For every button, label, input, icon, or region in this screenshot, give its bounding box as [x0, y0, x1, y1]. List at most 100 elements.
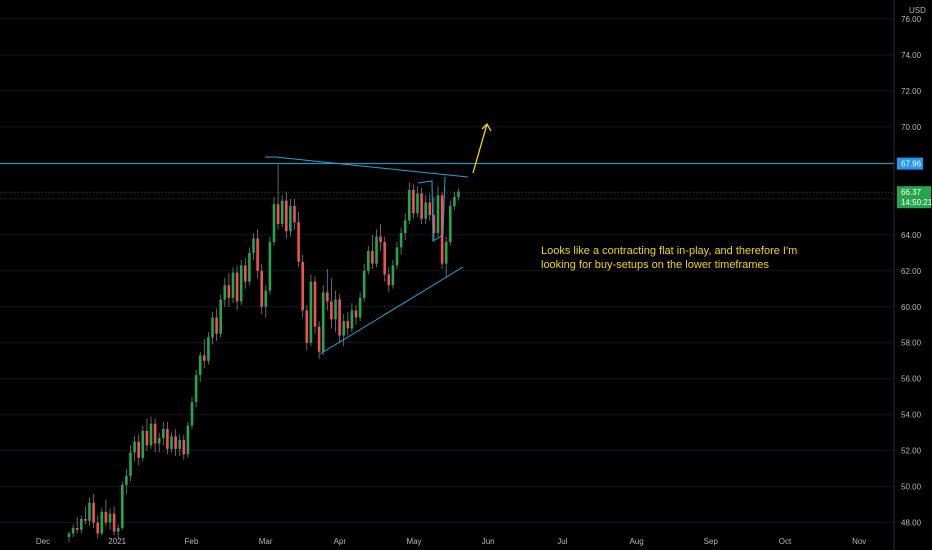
price-tick-label: 58.00 [901, 339, 922, 348]
price-tick-label: 50.00 [901, 483, 922, 492]
candle [244, 258, 247, 289]
candle-body [157, 438, 161, 444]
time-tick-label: Feb [185, 537, 199, 546]
candle [166, 421, 169, 455]
candle-body [367, 251, 370, 271]
candle [75, 517, 79, 534]
price-tick-label: 52.00 [901, 447, 922, 456]
candle-body [84, 519, 87, 521]
candle-body [203, 355, 206, 361]
candle [440, 191, 444, 270]
candle [338, 294, 341, 343]
candle [313, 276, 317, 334]
candle [137, 434, 140, 466]
candle-body [100, 511, 104, 534]
candle-body [80, 519, 83, 530]
candle-body [149, 423, 153, 446]
candle-body [408, 189, 411, 221]
triangle-drawing[interactable] [265, 156, 469, 355]
candle [280, 195, 284, 228]
price-tick-label: 74.00 [901, 51, 922, 60]
candle [67, 531, 71, 543]
candle [387, 267, 391, 293]
candle [428, 193, 432, 221]
candle-body [231, 272, 235, 298]
candle-body [453, 197, 456, 207]
candle-body [215, 317, 218, 334]
candle [100, 508, 104, 536]
candle [149, 416, 153, 449]
level-price-badge: 67.96 [897, 157, 923, 170]
candle-body [75, 528, 79, 530]
candle-body [432, 215, 436, 234]
candle [293, 198, 296, 230]
candle [121, 481, 124, 530]
candle-body [137, 441, 140, 458]
candle [362, 263, 366, 302]
candle-body [338, 299, 341, 336]
candle [162, 421, 165, 446]
candle [330, 277, 333, 329]
candle [125, 468, 128, 494]
candle [453, 191, 456, 210]
time-tick-label: Oct [779, 537, 792, 546]
arrow-shaft [472, 123, 488, 174]
candle-body [125, 475, 128, 485]
triangle-lower-line [319, 266, 464, 355]
time-axis[interactable]: Dec 2021 Feb Mar Apr May Jun Jul Aug Sep Oct Nov [36, 537, 866, 546]
candle [395, 242, 399, 270]
candle-body [346, 321, 350, 329]
candle-body [182, 439, 186, 455]
candle-body [248, 252, 251, 282]
candle-body [285, 200, 288, 232]
price-axis[interactable]: 48.00 50.00 52.00 54.00 56.00 58.00 60.00 62.00… [901, 15, 922, 528]
candle-body [313, 281, 317, 327]
triangle-upper-line [265, 156, 469, 178]
candle-body [289, 206, 292, 232]
candle [424, 195, 427, 225]
candle [219, 294, 222, 338]
candle-body [330, 301, 333, 320]
candle-body [416, 193, 419, 214]
candle [383, 236, 386, 282]
candle-body [317, 326, 321, 352]
candle-body [88, 502, 91, 521]
candle-body [239, 265, 243, 302]
candle [305, 304, 309, 350]
candle [408, 182, 411, 225]
level-badge-bg [897, 157, 923, 170]
candle [301, 254, 304, 318]
candle [182, 434, 186, 460]
candle [268, 236, 272, 295]
triangle-wave-path [417, 176, 446, 242]
time-tick-label: Mar [259, 537, 273, 546]
price-tick-label: 54.00 [901, 411, 922, 420]
candle [354, 304, 358, 325]
candle-body [375, 236, 378, 264]
candle-body [399, 233, 403, 248]
candle [367, 245, 370, 275]
candle [375, 229, 378, 268]
candle [80, 515, 83, 534]
price-tick-label: 64.00 [901, 231, 922, 240]
candle-body [129, 452, 132, 476]
candle-body [428, 202, 432, 216]
candle [379, 224, 382, 252]
candle [317, 321, 321, 359]
projection-arrow[interactable] [472, 122, 492, 174]
candle [248, 247, 251, 286]
candle-body [395, 247, 399, 266]
candle [350, 303, 354, 332]
price-tick-label: 76.00 [901, 15, 922, 24]
candle-body [391, 265, 395, 286]
time-tick-label: 2021 [108, 537, 126, 546]
time-tick-label: Jun [482, 537, 495, 546]
candle [391, 260, 395, 289]
candle-body [276, 204, 280, 225]
candle-body [350, 310, 354, 329]
candle [432, 197, 436, 241]
candle [133, 436, 136, 462]
candle-body [358, 297, 362, 318]
candle-body [198, 355, 202, 376]
